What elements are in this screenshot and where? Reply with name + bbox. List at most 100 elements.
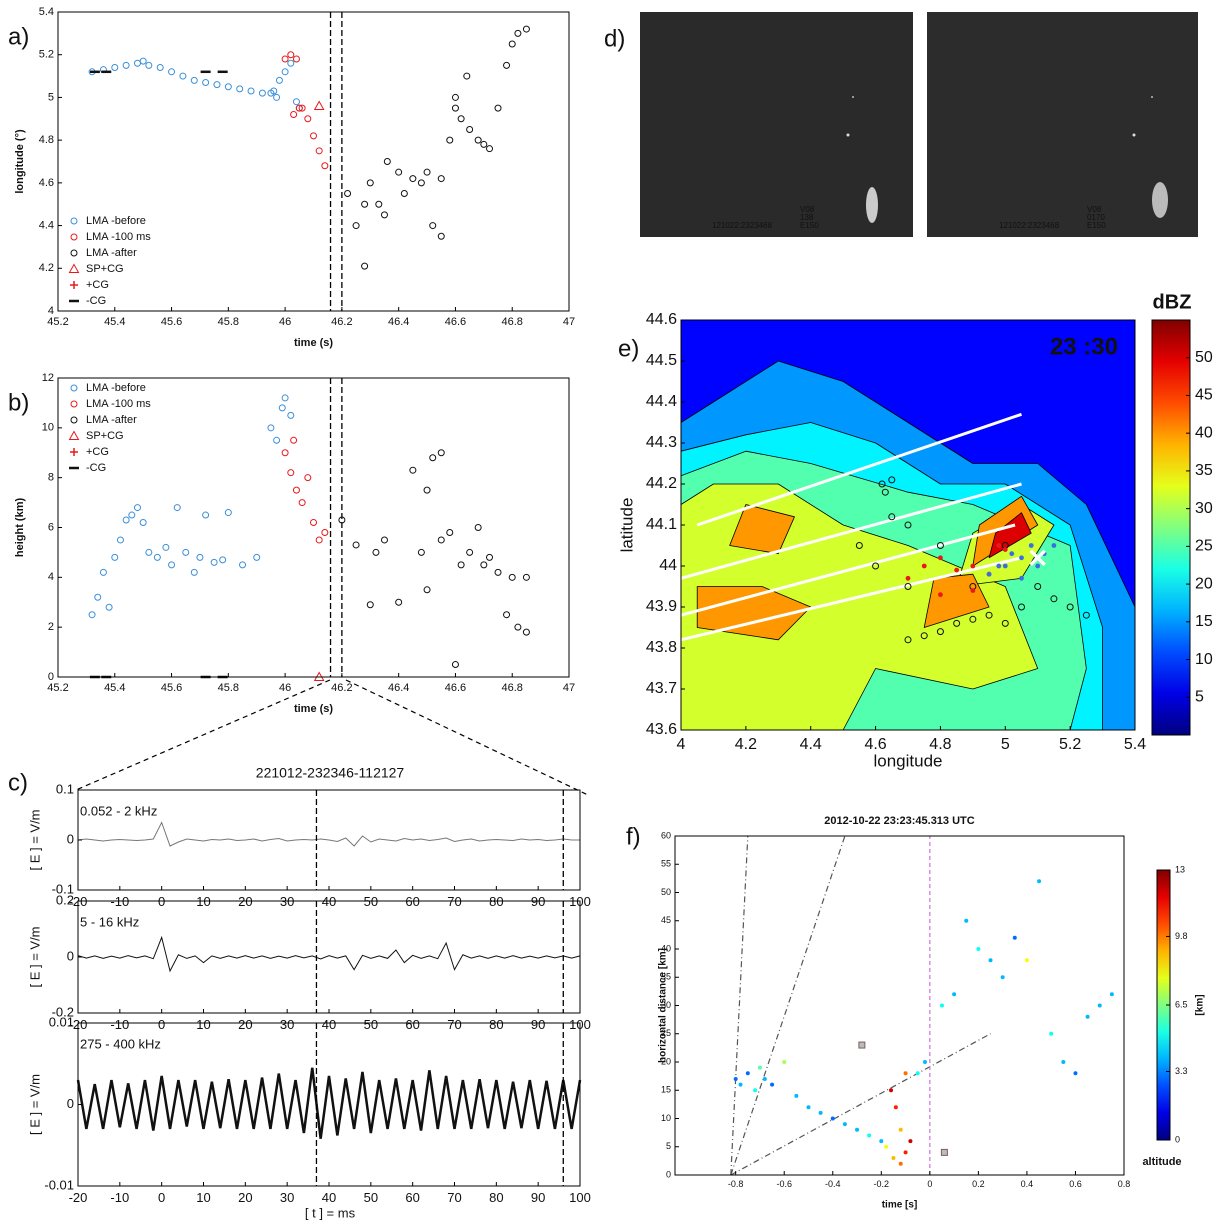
data-point [881,488,889,496]
data-point [466,548,474,556]
panel-label: e) [618,335,639,362]
data-point [247,87,255,95]
x-tick-label: 47 [563,682,575,694]
y-tick-label: 44.6 [646,311,677,328]
data-point [996,543,1002,548]
colorbar-tick-label: 0 [1175,1134,1180,1144]
data-point [457,115,465,123]
legend-marker [70,249,78,257]
x-tick-label: 4.4 [800,736,822,753]
colorbar-tick-label: 13 [1175,864,1185,874]
panel-label: c) [8,769,28,796]
data-point [891,1156,896,1161]
data-point [168,68,176,76]
y-tick-label: 2 [48,621,54,633]
data-point [879,1139,884,1144]
y-tick-label: 43.6 [646,721,677,738]
x-tick-label: 47 [563,316,575,328]
data-point [423,168,431,176]
data-point [409,175,417,183]
camera-overlay-text: E150 [1087,221,1106,230]
data-point [133,504,141,512]
data-point [457,561,465,569]
data-point [1002,547,1008,552]
data-point [988,958,993,963]
data-point [806,1105,811,1110]
y-tick-label: -0.01 [44,1177,74,1192]
data-point [310,132,317,140]
guide-line [696,412,1022,527]
data-point [514,29,522,37]
y-tick-label: 55 [661,859,671,869]
x-tick-label: 50 [364,1017,378,1032]
data-point [451,93,459,101]
data-point [94,593,102,601]
data-point [494,104,502,112]
y-tick-label: 15 [661,1085,671,1095]
data-point [105,603,113,611]
data-point [224,83,232,91]
data-point [903,1150,908,1155]
data-point [179,72,187,80]
data-point [1073,1071,1078,1076]
data-point [375,200,383,208]
x-tick-label: 4.8 [929,736,951,753]
x-tick-label: 46 [279,316,291,328]
x-tick-label: 10 [196,894,210,909]
time-label: 23 :30 [1050,333,1118,360]
data-point [253,553,261,561]
x-tick-label: 60 [405,894,419,909]
y-tick-label: 40 [661,943,671,953]
colorbar-tick-label: 15 [1195,613,1213,630]
data-point [298,104,306,112]
y-axis-label: latitude [617,498,636,553]
star [852,96,854,98]
data-point [429,222,437,230]
y-tick-label: 4.8 [39,134,54,146]
x-tick-label: 30 [280,1017,294,1032]
data-point [210,558,218,566]
contour-region [923,573,990,628]
y-tick-label: 60 [661,830,671,840]
x-tick-label: 46.8 [502,316,523,328]
y-axis-label: horizontal distance [km] [658,948,669,1063]
data-point [915,1071,920,1076]
panel-label: b) [8,389,29,416]
x-tick-label: 46.6 [445,682,466,694]
x-tick-label: 90 [531,894,545,909]
y-tick-label: 44.1 [646,516,677,533]
data-point [344,190,352,198]
guide-line [730,1033,991,1176]
colorbar-tick-label: 10 [1195,651,1213,668]
data-point [290,436,298,444]
data-point [287,59,295,67]
chart-title: 221012-232346-112127 [256,765,405,781]
colorbar-tick-label: 20 [1195,575,1213,592]
guide-line [680,556,1022,642]
data-point [770,1082,775,1087]
plot-frame [77,900,581,1014]
data-point [417,179,425,187]
x-tick-label: 46.2 [331,316,352,328]
data-point [996,563,1002,569]
data-point [938,555,943,561]
x-tick-label: 90 [531,1017,545,1032]
x-tick-label: 70 [447,1017,461,1032]
y-tick-label: 30 [661,1000,671,1010]
data-point [486,145,494,153]
data-point [1019,555,1024,561]
data-point [417,548,425,556]
chart-title: 2012-10-22 23:23:45.313 UTC [824,815,974,827]
data-point [1050,595,1058,603]
data-point [480,140,488,148]
y-tick-label: 43.9 [646,598,677,615]
camera-overlay-text: 121022:2323468 [999,221,1060,230]
y-tick-label: 8 [48,472,54,484]
data-point [474,136,482,144]
x-tick-label: 70 [447,1190,461,1205]
camera-overlay-text: 138 [800,213,814,222]
data-point [156,64,164,72]
data-point [976,947,981,951]
colorbar-tick-label: 40 [1195,424,1213,441]
